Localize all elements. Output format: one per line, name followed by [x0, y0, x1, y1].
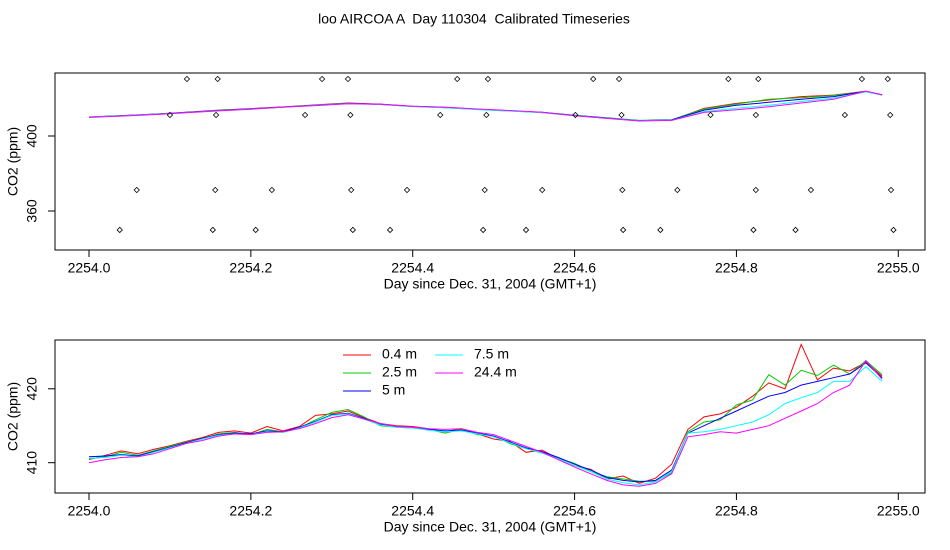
- x-axis-label: Day since Dec. 31, 2004 (GMT+1): [384, 519, 597, 535]
- point: [116, 226, 123, 234]
- point: [657, 226, 664, 234]
- point: [725, 75, 732, 83]
- series-line: [88, 343, 883, 484]
- y-axis-label: CO2 (ppm): [5, 382, 21, 451]
- point: [454, 75, 461, 83]
- point: [572, 111, 579, 119]
- point: [166, 111, 174, 119]
- x-tick-label: 2254.6: [553, 503, 596, 519]
- x-tick-label: 2254.2: [229, 503, 272, 519]
- point: [750, 226, 757, 234]
- series-line: [88, 90, 883, 122]
- x-tick-label: 2254.4: [391, 503, 434, 519]
- point: [522, 226, 530, 234]
- point: [301, 111, 309, 119]
- series-line: [88, 362, 883, 483]
- point: [133, 186, 140, 194]
- legend-label: 24.4 m: [474, 364, 517, 380]
- point: [252, 226, 259, 234]
- point: [386, 226, 394, 234]
- point: [807, 186, 815, 194]
- y-tick-label: 400: [24, 124, 40, 148]
- point: [619, 186, 626, 194]
- x-tick-label: 2254.4: [391, 260, 434, 276]
- point: [752, 186, 760, 194]
- point: [615, 75, 623, 83]
- x-tick-label: 2254.0: [68, 260, 111, 276]
- point: [884, 75, 891, 83]
- point: [268, 186, 276, 194]
- point: [483, 111, 490, 119]
- point: [619, 226, 627, 234]
- series-line: [88, 365, 883, 486]
- legend-label: 5 m: [382, 382, 405, 398]
- x-tick-label: 2255.0: [877, 503, 920, 519]
- point: [858, 75, 866, 83]
- point: [437, 111, 444, 119]
- point: [348, 186, 355, 194]
- point: [209, 226, 216, 234]
- point: [618, 111, 625, 119]
- point: [590, 75, 597, 83]
- point: [887, 111, 894, 119]
- x-tick-label: 2254.8: [715, 260, 758, 276]
- point: [792, 226, 799, 234]
- point: [349, 226, 356, 234]
- x-tick-label: 2254.2: [229, 260, 272, 276]
- point: [890, 226, 897, 234]
- point: [539, 186, 546, 194]
- point: [887, 186, 895, 194]
- figure-title: loo AIRCOA A Day 110304 Calibrated Times…: [318, 11, 630, 27]
- point: [755, 75, 762, 83]
- point: [212, 111, 220, 119]
- y-tick-label: 420: [24, 377, 40, 401]
- point: [212, 186, 219, 194]
- point: [479, 226, 487, 234]
- legend-label: 0.4 m: [382, 346, 417, 362]
- y-axis-label: CO2 (ppm): [5, 127, 21, 196]
- point: [347, 111, 354, 119]
- point: [752, 111, 760, 119]
- point: [318, 75, 326, 83]
- x-tick-label: 2254.6: [553, 260, 596, 276]
- legend-label: 2.5 m: [382, 364, 417, 380]
- point: [183, 75, 191, 83]
- plot-frame: [54, 339, 926, 494]
- x-tick-label: 2255.0: [877, 260, 920, 276]
- y-tick-label: 360: [24, 199, 40, 223]
- series-line: [88, 359, 883, 487]
- point: [707, 111, 714, 119]
- point: [841, 111, 849, 119]
- y-tick-label: 410: [24, 451, 40, 475]
- x-axis-label: Day since Dec. 31, 2004 (GMT+1): [384, 276, 597, 292]
- point: [484, 75, 492, 83]
- point: [674, 186, 681, 194]
- x-tick-label: 2254.0: [68, 503, 111, 519]
- point: [481, 186, 488, 194]
- point: [403, 186, 411, 194]
- x-tick-label: 2254.8: [715, 503, 758, 519]
- legend-label: 7.5 m: [474, 346, 509, 362]
- point: [344, 75, 352, 83]
- point: [214, 75, 221, 83]
- plot-frame: [54, 72, 926, 251]
